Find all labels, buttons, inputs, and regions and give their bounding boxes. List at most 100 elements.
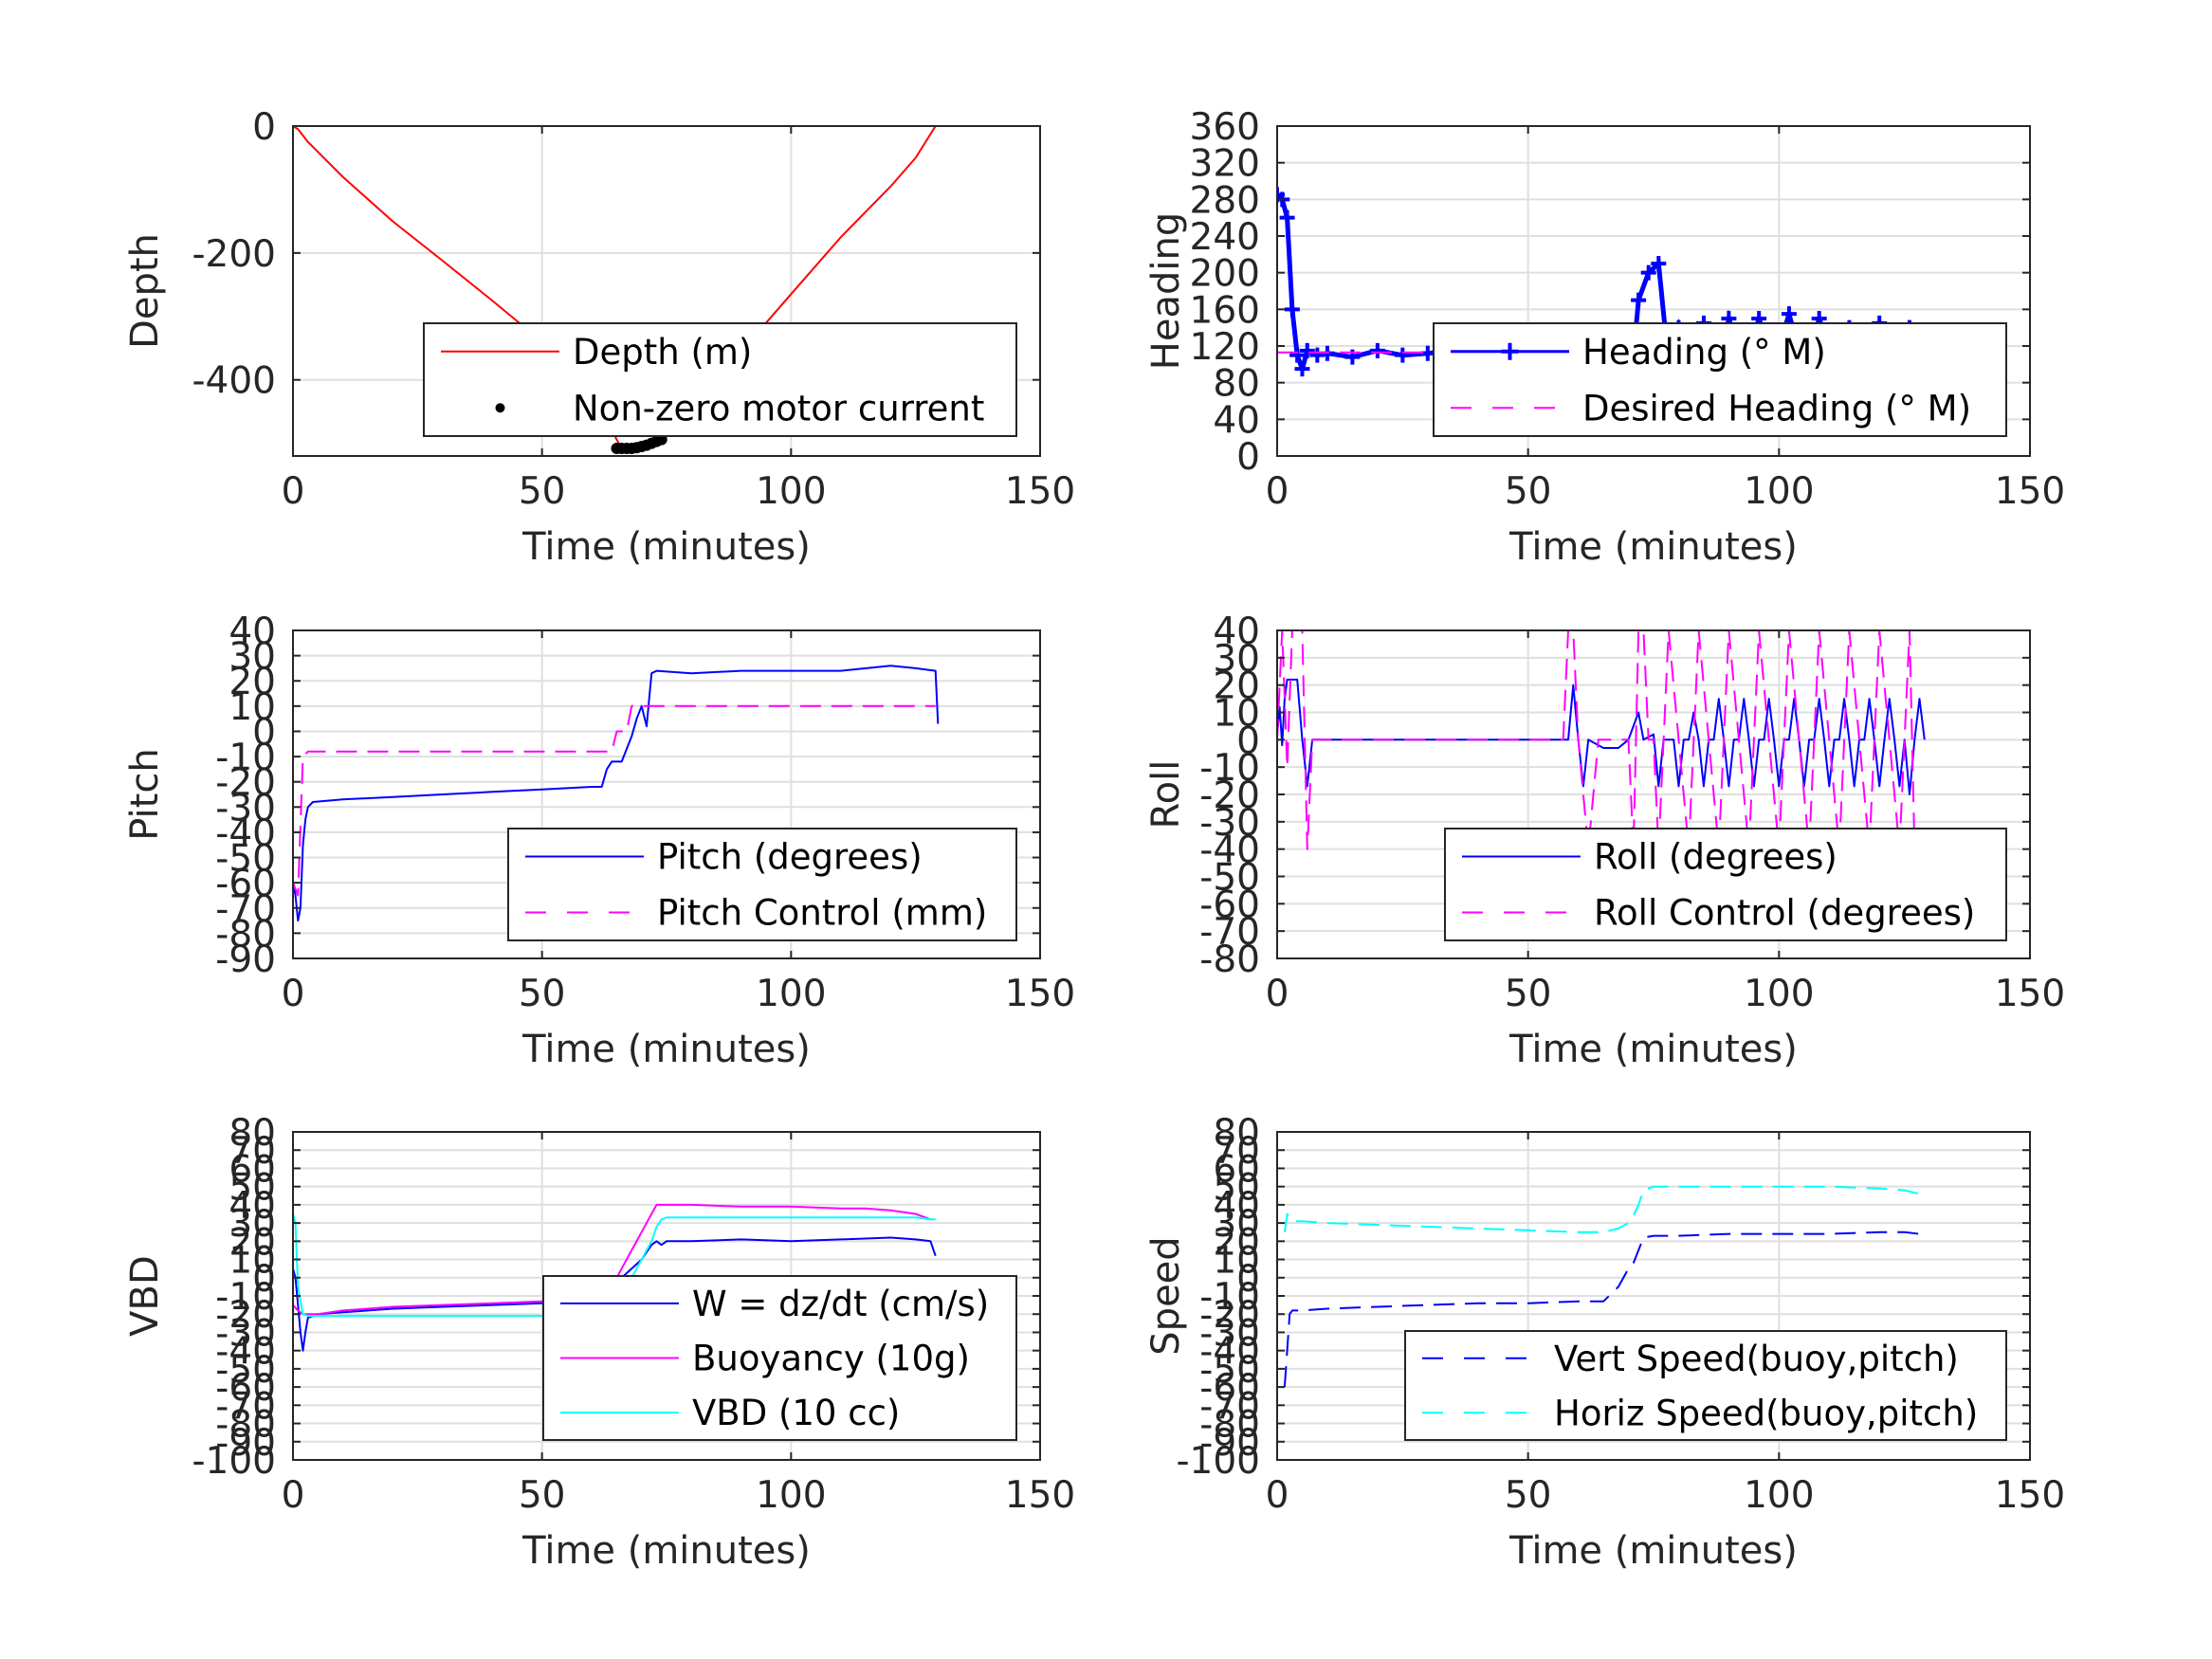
- plot-area: [293, 665, 940, 922]
- x-tick-label: 100: [756, 470, 826, 513]
- legend-label: Roll Control (degrees): [1594, 893, 1975, 934]
- y-tick-label: 50: [1213, 1167, 1260, 1210]
- x-axis-label: Time (minutes): [1508, 1529, 1798, 1573]
- y-tick-label: -80: [215, 1404, 276, 1447]
- x-tick-label: 150: [1995, 973, 2065, 1015]
- y-tick-label: -90: [215, 1422, 276, 1465]
- y-tick-label: -10: [215, 737, 276, 779]
- y-tick-label: 10: [1213, 1240, 1260, 1283]
- legend-label: Pitch Control (mm): [657, 893, 987, 934]
- legend-label: Vert Speed(buoy,pitch): [1554, 1339, 1959, 1379]
- y-tick-label: 20: [1213, 665, 1260, 708]
- axes-frame: [292, 629, 1041, 959]
- x-tick-label: 150: [1995, 470, 2065, 513]
- series-1-marker: [1781, 306, 1797, 322]
- y-tick-label: -80: [1199, 1404, 1260, 1447]
- x-tick-label: 100: [756, 973, 826, 1015]
- legend-box: [507, 828, 1017, 941]
- y-tick-label: 30: [1213, 1203, 1260, 1246]
- y-tick-label: -40: [215, 812, 276, 855]
- legend-box: [1404, 1330, 2007, 1441]
- y-tick-label: -50: [215, 838, 276, 881]
- series-1-marker: [1279, 210, 1295, 226]
- y-tick-label: 360: [1190, 106, 1260, 149]
- y-tick-label: 240: [1190, 216, 1260, 259]
- y-tick-label: -30: [1199, 1312, 1260, 1355]
- y-tick-label: 40: [1213, 1185, 1260, 1228]
- x-tick-label: 0: [1266, 973, 1289, 1015]
- series-2-line: [293, 704, 936, 897]
- chart-panel-6: 0 50 100 150-100-90-80-70-60-50-40-30-20-10…: [1144, 1112, 2065, 1573]
- y-tick-label: 160: [1190, 289, 1260, 332]
- y-tick-label: -80: [1199, 939, 1260, 981]
- y-axis-label: Heading: [1144, 212, 1188, 370]
- legend-label: Depth (m): [573, 332, 752, 373]
- y-tick-label: 60: [1213, 1148, 1260, 1191]
- y-tick-label: -70: [215, 1385, 276, 1428]
- y-tick-label: -90: [215, 939, 276, 981]
- y-tick-label: 50: [229, 1167, 276, 1210]
- legend-box: [423, 322, 1017, 437]
- y-tick-label: 80: [229, 1112, 276, 1155]
- y-tick-label: -30: [215, 787, 276, 830]
- y-tick-label: 0: [252, 106, 276, 149]
- y-tick-label: 80: [1213, 1112, 1260, 1155]
- x-tick-label: 0: [282, 973, 305, 1015]
- series-1-marker: [1294, 361, 1310, 377]
- y-tick-label: -20: [1199, 1294, 1260, 1337]
- y-tick-label: -50: [215, 1349, 276, 1392]
- series-1-marker: [1284, 301, 1300, 318]
- legend-label: Buoyancy (10g): [692, 1339, 970, 1379]
- y-tick-label: 70: [1213, 1130, 1260, 1173]
- legend-swatch: [495, 403, 505, 413]
- x-axis-label: Time (minutes): [521, 1529, 811, 1573]
- legend: Roll (degrees) Roll Control (degrees): [1444, 828, 2007, 941]
- legend-label: VBD (10 cc): [692, 1393, 900, 1433]
- y-tick-label: 40: [229, 611, 276, 653]
- y-tick-label: 10: [229, 1240, 276, 1283]
- y-tick-label: -20: [1199, 775, 1260, 817]
- axes-frame: [1276, 125, 2031, 457]
- y-tick-label: 20: [229, 1221, 276, 1264]
- x-tick-label: 150: [1005, 1474, 1075, 1517]
- series-1-marker: [1651, 256, 1667, 271]
- series-1-marker: [1395, 347, 1411, 363]
- y-axis-label: VBD: [123, 1255, 167, 1337]
- y-tick-label: 0: [1236, 720, 1260, 762]
- y-tick-label: 70: [229, 1130, 276, 1173]
- y-tick-label: 280: [1190, 179, 1260, 222]
- y-tick-label: 40: [1213, 611, 1260, 653]
- y-tick-label: -60: [215, 1367, 276, 1410]
- y-tick-label: -60: [1199, 1367, 1260, 1410]
- y-tick-label: -50: [1199, 1349, 1260, 1392]
- y-tick-label: -30: [1199, 802, 1260, 845]
- x-tick-label: 100: [756, 1474, 826, 1517]
- y-tick-label: 0: [252, 1258, 276, 1301]
- series-2-line: [1283, 1185, 1926, 1233]
- series-1-marker: [1289, 347, 1306, 363]
- legend-label: Heading (° M): [1582, 332, 1826, 373]
- series-1-marker: [1640, 264, 1656, 281]
- legend-box: [1444, 828, 2007, 941]
- y-tick-label: 10: [1213, 693, 1260, 736]
- series-1-line: [293, 665, 940, 922]
- chart-panel-1: 0 50 100 150 0 -200 -400 Time (minutes) Depth Dep…: [123, 106, 1075, 569]
- y-tick-label: -50: [1199, 857, 1260, 900]
- y-tick-label: 80: [1213, 363, 1260, 406]
- legend-swatch-marker: [1501, 342, 1519, 360]
- y-tick-label: -70: [1199, 911, 1260, 954]
- legend: Vert Speed(buoy,pitch) Horiz Speed(buoy,p…: [1404, 1330, 2007, 1441]
- y-tick-label: 0: [252, 711, 276, 754]
- x-tick-label: 100: [1744, 973, 1814, 1015]
- y-tick-label: -30: [215, 1312, 276, 1355]
- y-tick-label: -60: [215, 863, 276, 905]
- legend-box: [1433, 322, 2007, 437]
- legend-label: Roll (degrees): [1594, 837, 1837, 878]
- y-tick-label: -10: [1199, 747, 1260, 790]
- y-tick-label: -70: [1199, 1385, 1260, 1428]
- x-tick-label: 100: [1744, 1474, 1814, 1517]
- x-tick-label: 100: [1744, 470, 1814, 513]
- y-tick-label: 40: [229, 1185, 276, 1228]
